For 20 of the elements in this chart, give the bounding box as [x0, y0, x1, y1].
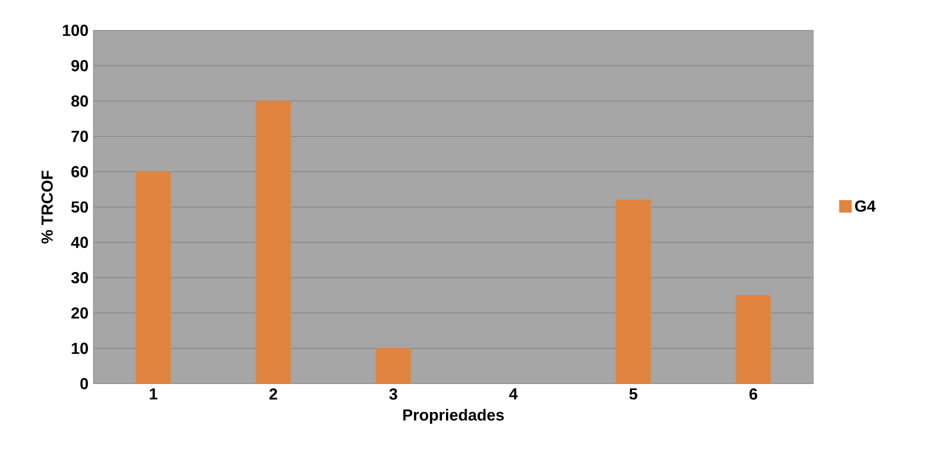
y-tick-label: 40 [71, 236, 88, 248]
legend-label: G4 [855, 200, 876, 212]
y-tick-label: 100 [62, 24, 88, 36]
x-axis-title: Propriedades [403, 408, 504, 424]
y-tick-label: 10 [72, 342, 88, 354]
x-tick-label: 3 [389, 388, 398, 400]
y-tick-label: 20 [71, 307, 88, 319]
y-axis-title: % TRCOF [41, 170, 53, 244]
x-tick-label: 2 [269, 388, 278, 400]
x-tick-label: 5 [629, 388, 638, 400]
y-tick-label: 30 [71, 272, 88, 284]
y-tick-label: 70 [72, 130, 88, 142]
x-tick-label: 4 [509, 388, 518, 400]
x-tick-label: 1 [150, 388, 158, 400]
x-tick-label: 6 [749, 388, 758, 400]
y-tick-label: 60 [71, 166, 88, 178]
y-tick-label: 50 [71, 201, 88, 213]
y-tick-label: 0 [80, 378, 88, 390]
y-tick-label: 90 [71, 60, 88, 72]
y-tick-label: 80 [71, 95, 88, 107]
